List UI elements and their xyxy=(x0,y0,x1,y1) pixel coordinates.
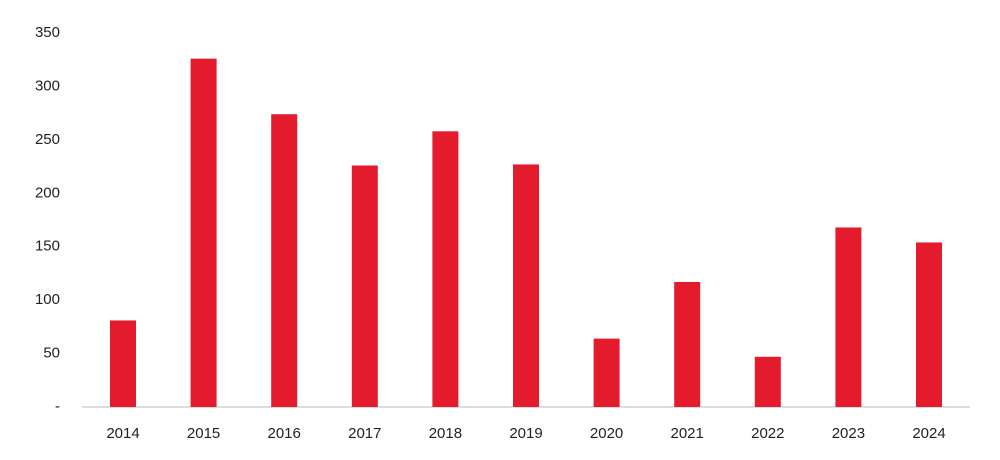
bar xyxy=(674,281,701,407)
x-tick-label: 2016 xyxy=(268,425,301,442)
x-tick-label: 2019 xyxy=(509,425,542,442)
x-tick-label: 2018 xyxy=(429,425,462,442)
y-tick-label: 50 xyxy=(43,345,60,362)
bar xyxy=(271,114,298,407)
y-tick-label: 350 xyxy=(35,24,60,41)
x-tick-label: 2017 xyxy=(348,425,381,442)
x-tick-label: 2021 xyxy=(671,425,704,442)
bar xyxy=(754,356,781,407)
bar xyxy=(110,320,136,407)
bar xyxy=(190,58,217,407)
x-tick-label: 2020 xyxy=(590,425,623,442)
x-tick-label: 2024 xyxy=(912,425,945,442)
bar xyxy=(835,227,862,407)
x-tick-label: 2022 xyxy=(751,425,784,442)
bar xyxy=(593,338,620,407)
x-tick-label: 2023 xyxy=(832,425,865,442)
y-tick-label: 150 xyxy=(35,238,60,255)
bar xyxy=(513,164,539,407)
y-tick-label: 100 xyxy=(35,291,60,308)
bar xyxy=(351,165,378,407)
y-tick-label: 200 xyxy=(35,184,60,201)
bar xyxy=(916,242,942,407)
y-tick-label: - xyxy=(55,398,60,415)
x-tick-label: 2014 xyxy=(106,425,139,442)
y-tick-label: 250 xyxy=(35,131,60,148)
y-tick-label: 300 xyxy=(35,77,60,94)
bar xyxy=(432,131,459,407)
x-tick-label: 2015 xyxy=(187,425,220,442)
